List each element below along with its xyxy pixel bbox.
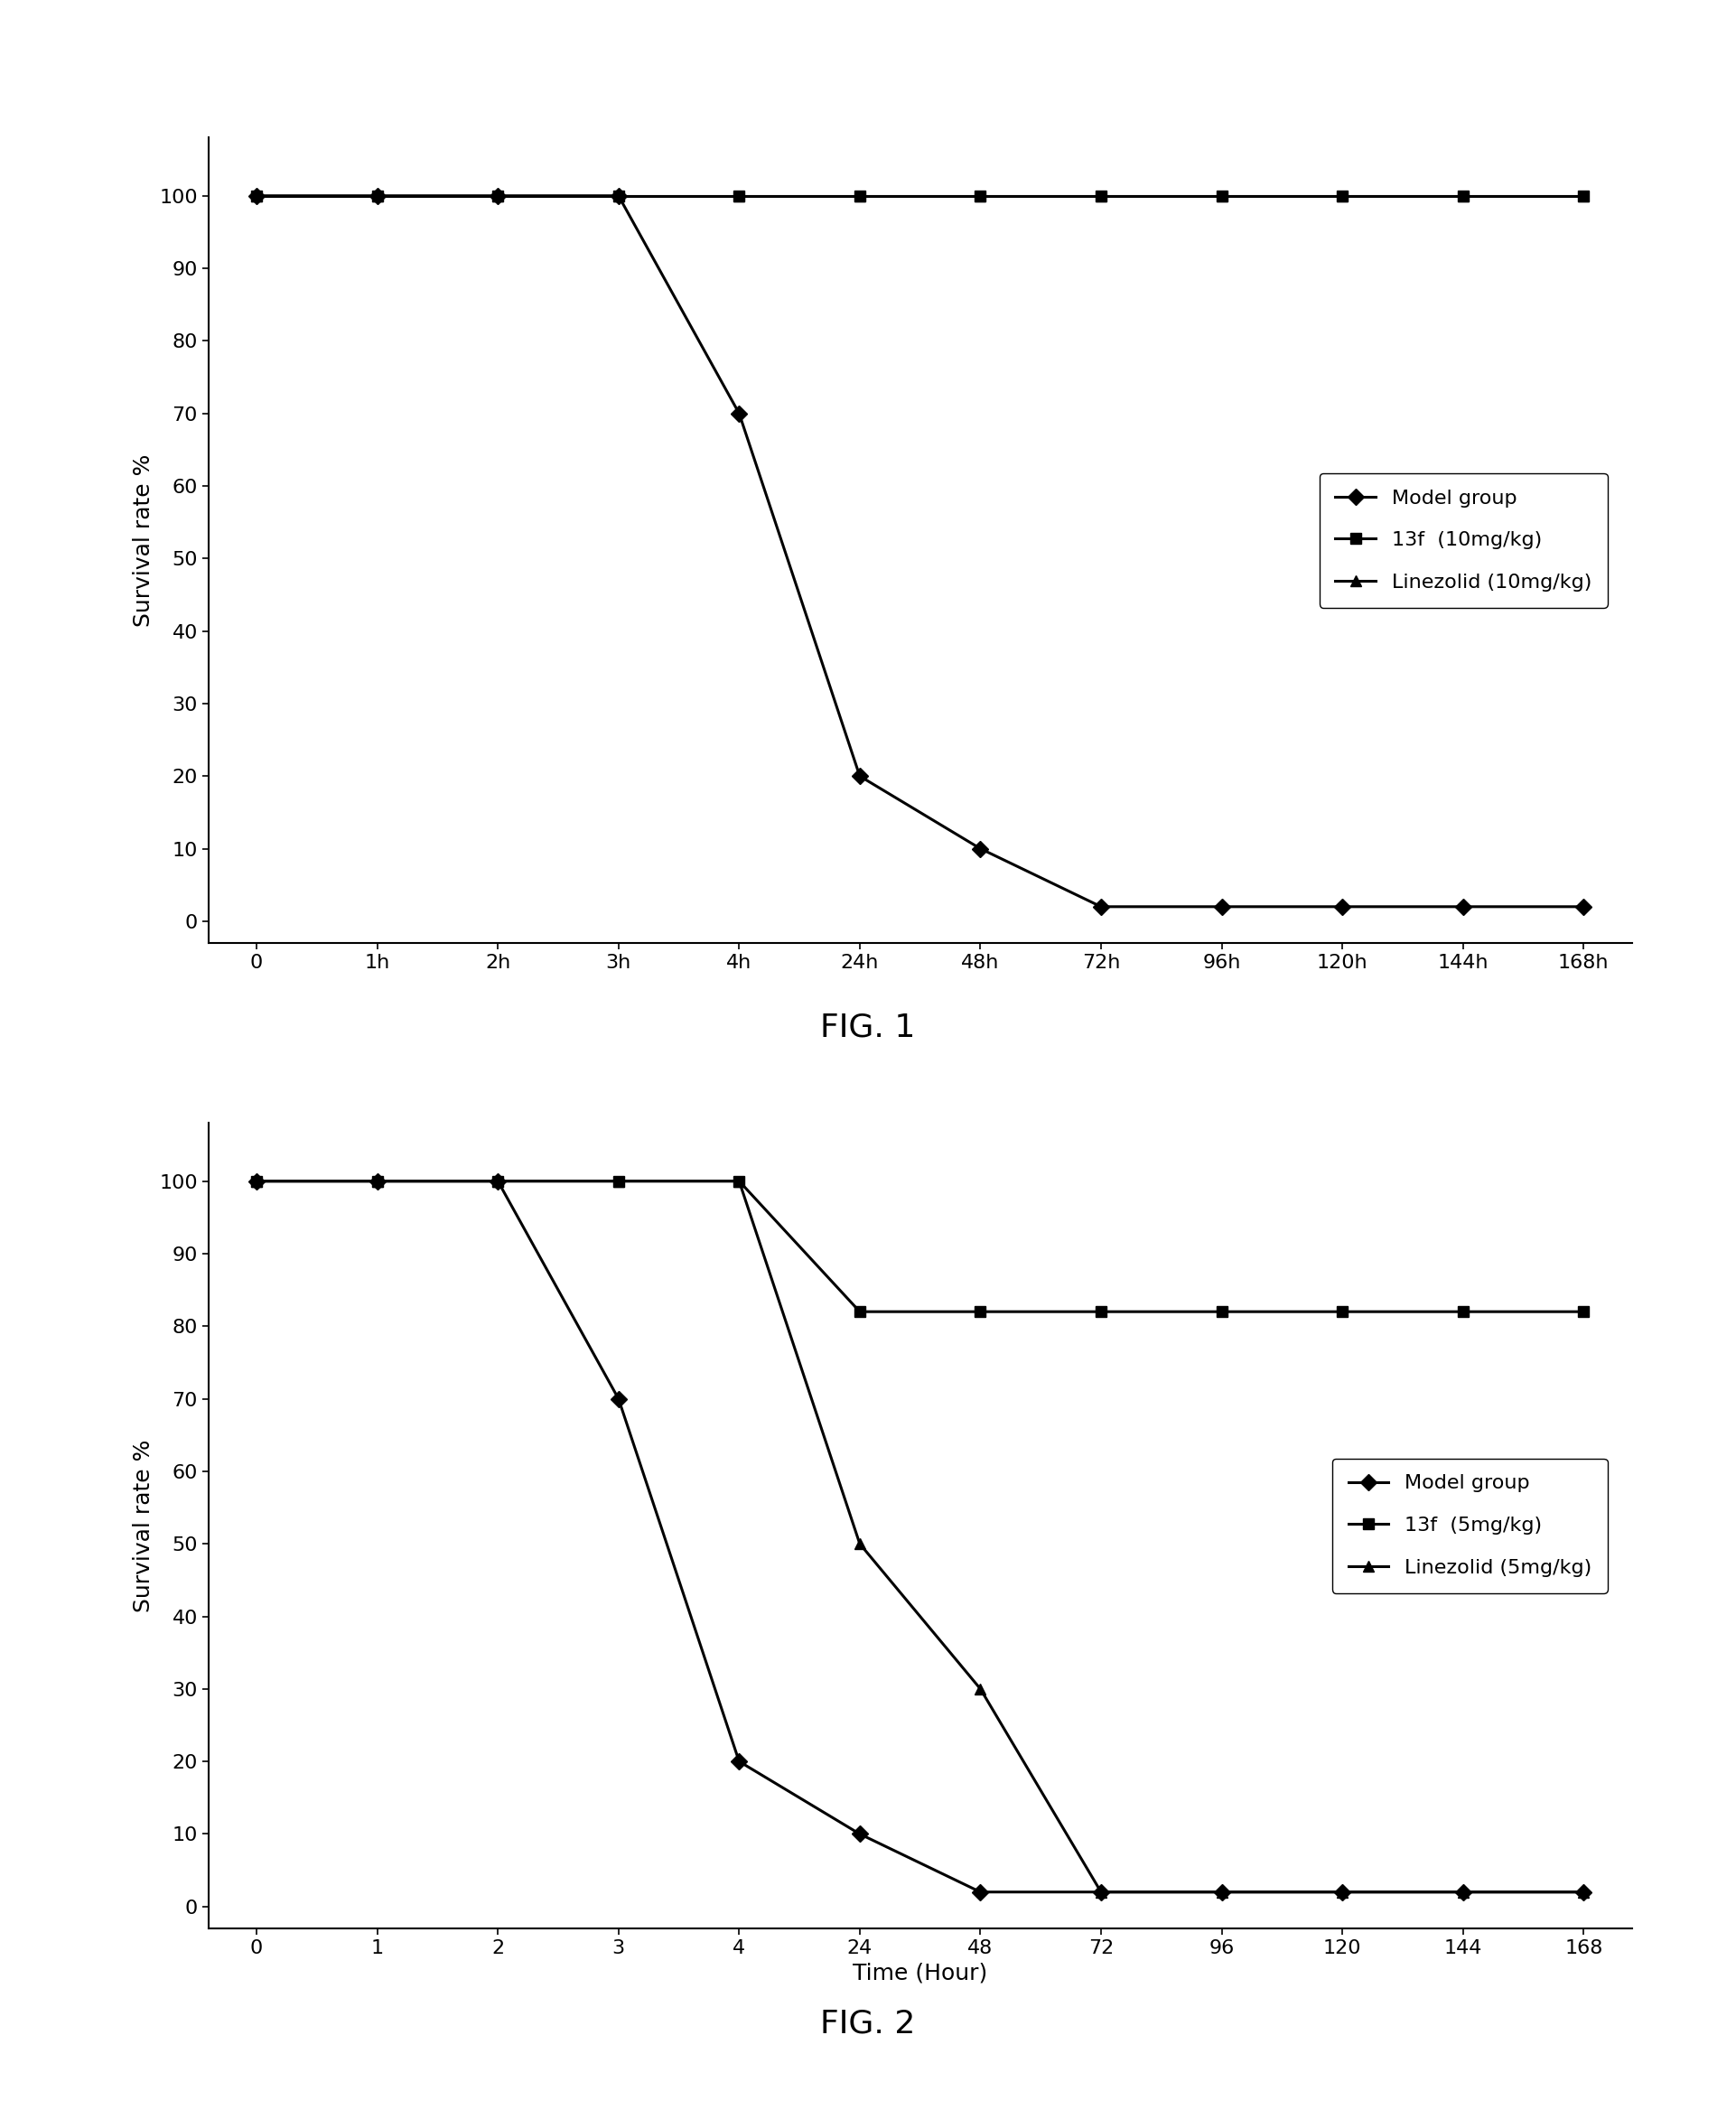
Linezolid (10mg/kg)	[1090, 182, 1111, 208]
Linezolid (5mg/kg)	[729, 1168, 750, 1193]
Linezolid (5mg/kg)	[488, 1168, 509, 1193]
X-axis label: Time (Hour): Time (Hour)	[852, 1962, 988, 1983]
Model group	[970, 835, 991, 860]
Line: Linezolid (10mg/kg): Linezolid (10mg/kg)	[252, 191, 1588, 201]
Model group	[608, 182, 628, 208]
Text: FIG. 2: FIG. 2	[821, 2009, 915, 2038]
Model group	[366, 1168, 387, 1193]
Linezolid (10mg/kg)	[1573, 182, 1594, 208]
13f  (10mg/kg)	[247, 182, 267, 208]
13f  (10mg/kg)	[1212, 182, 1233, 208]
Model group	[247, 1168, 267, 1193]
Linezolid (5mg/kg)	[1573, 1880, 1594, 1905]
Linezolid (5mg/kg)	[1090, 1880, 1111, 1905]
Model group	[729, 400, 750, 426]
13f  (10mg/kg)	[1453, 182, 1474, 208]
13f  (10mg/kg)	[849, 182, 870, 208]
Linezolid (10mg/kg)	[1453, 182, 1474, 208]
13f  (10mg/kg)	[729, 182, 750, 208]
Model group	[1573, 1880, 1594, 1905]
Linezolid (5mg/kg)	[247, 1168, 267, 1193]
13f  (5mg/kg)	[1453, 1299, 1474, 1324]
Model group	[1212, 1880, 1233, 1905]
Linezolid (5mg/kg)	[1332, 1880, 1352, 1905]
Linezolid (5mg/kg)	[366, 1168, 387, 1193]
Y-axis label: Survival rate %: Survival rate %	[132, 1439, 155, 1613]
Linezolid (10mg/kg)	[488, 182, 509, 208]
13f  (5mg/kg)	[608, 1168, 628, 1193]
Y-axis label: Survival rate %: Survival rate %	[132, 453, 155, 627]
13f  (5mg/kg)	[247, 1168, 267, 1193]
Model group	[1573, 894, 1594, 920]
Linezolid (10mg/kg)	[1332, 182, 1352, 208]
13f  (10mg/kg)	[366, 182, 387, 208]
Linezolid (10mg/kg)	[849, 182, 870, 208]
Model group	[488, 1168, 509, 1193]
Model group	[247, 182, 267, 208]
Model group	[1090, 894, 1111, 920]
Model group	[1090, 1880, 1111, 1905]
13f  (10mg/kg)	[488, 182, 509, 208]
13f  (10mg/kg)	[1332, 182, 1352, 208]
Linezolid (10mg/kg)	[1212, 182, 1233, 208]
Linezolid (10mg/kg)	[608, 182, 628, 208]
Model group	[608, 1386, 628, 1411]
13f  (10mg/kg)	[1573, 182, 1594, 208]
Model group	[729, 1748, 750, 1774]
13f  (5mg/kg)	[729, 1168, 750, 1193]
13f  (5mg/kg)	[366, 1168, 387, 1193]
Linezolid (10mg/kg)	[366, 182, 387, 208]
Legend: Model group, 13f  (5mg/kg), Linezolid (5mg/kg): Model group, 13f (5mg/kg), Linezolid (5m…	[1332, 1458, 1608, 1593]
Linezolid (5mg/kg)	[970, 1676, 991, 1702]
Line: Model group: Model group	[252, 191, 1588, 913]
Linezolid (10mg/kg)	[970, 182, 991, 208]
Linezolid (5mg/kg)	[1212, 1880, 1233, 1905]
Line: 13f  (10mg/kg): 13f (10mg/kg)	[252, 191, 1588, 201]
Model group	[488, 182, 509, 208]
Linezolid (5mg/kg)	[849, 1532, 870, 1557]
13f  (5mg/kg)	[1332, 1299, 1352, 1324]
Model group	[970, 1880, 991, 1905]
13f  (5mg/kg)	[970, 1299, 991, 1324]
13f  (5mg/kg)	[1090, 1299, 1111, 1324]
Model group	[849, 763, 870, 788]
13f  (10mg/kg)	[970, 182, 991, 208]
Model group	[1453, 894, 1474, 920]
Line: 13f  (5mg/kg): 13f (5mg/kg)	[252, 1176, 1588, 1318]
Model group	[366, 182, 387, 208]
Text: FIG. 1: FIG. 1	[821, 1013, 915, 1043]
13f  (5mg/kg)	[1212, 1299, 1233, 1324]
Model group	[1332, 894, 1352, 920]
Linezolid (10mg/kg)	[729, 182, 750, 208]
Model group	[1212, 894, 1233, 920]
Line: Linezolid (5mg/kg): Linezolid (5mg/kg)	[252, 1176, 1588, 1899]
13f  (5mg/kg)	[849, 1299, 870, 1324]
Model group	[1453, 1880, 1474, 1905]
13f  (10mg/kg)	[1090, 182, 1111, 208]
Linezolid (10mg/kg)	[247, 182, 267, 208]
Legend: Model group, 13f  (10mg/kg), Linezolid (10mg/kg): Model group, 13f (10mg/kg), Linezolid (1…	[1319, 473, 1608, 608]
13f  (10mg/kg)	[608, 182, 628, 208]
Line: Model group: Model group	[252, 1176, 1588, 1899]
13f  (5mg/kg)	[1573, 1299, 1594, 1324]
Model group	[849, 1820, 870, 1846]
Linezolid (5mg/kg)	[1453, 1880, 1474, 1905]
Linezolid (5mg/kg)	[608, 1168, 628, 1193]
13f  (5mg/kg)	[488, 1168, 509, 1193]
Model group	[1332, 1880, 1352, 1905]
